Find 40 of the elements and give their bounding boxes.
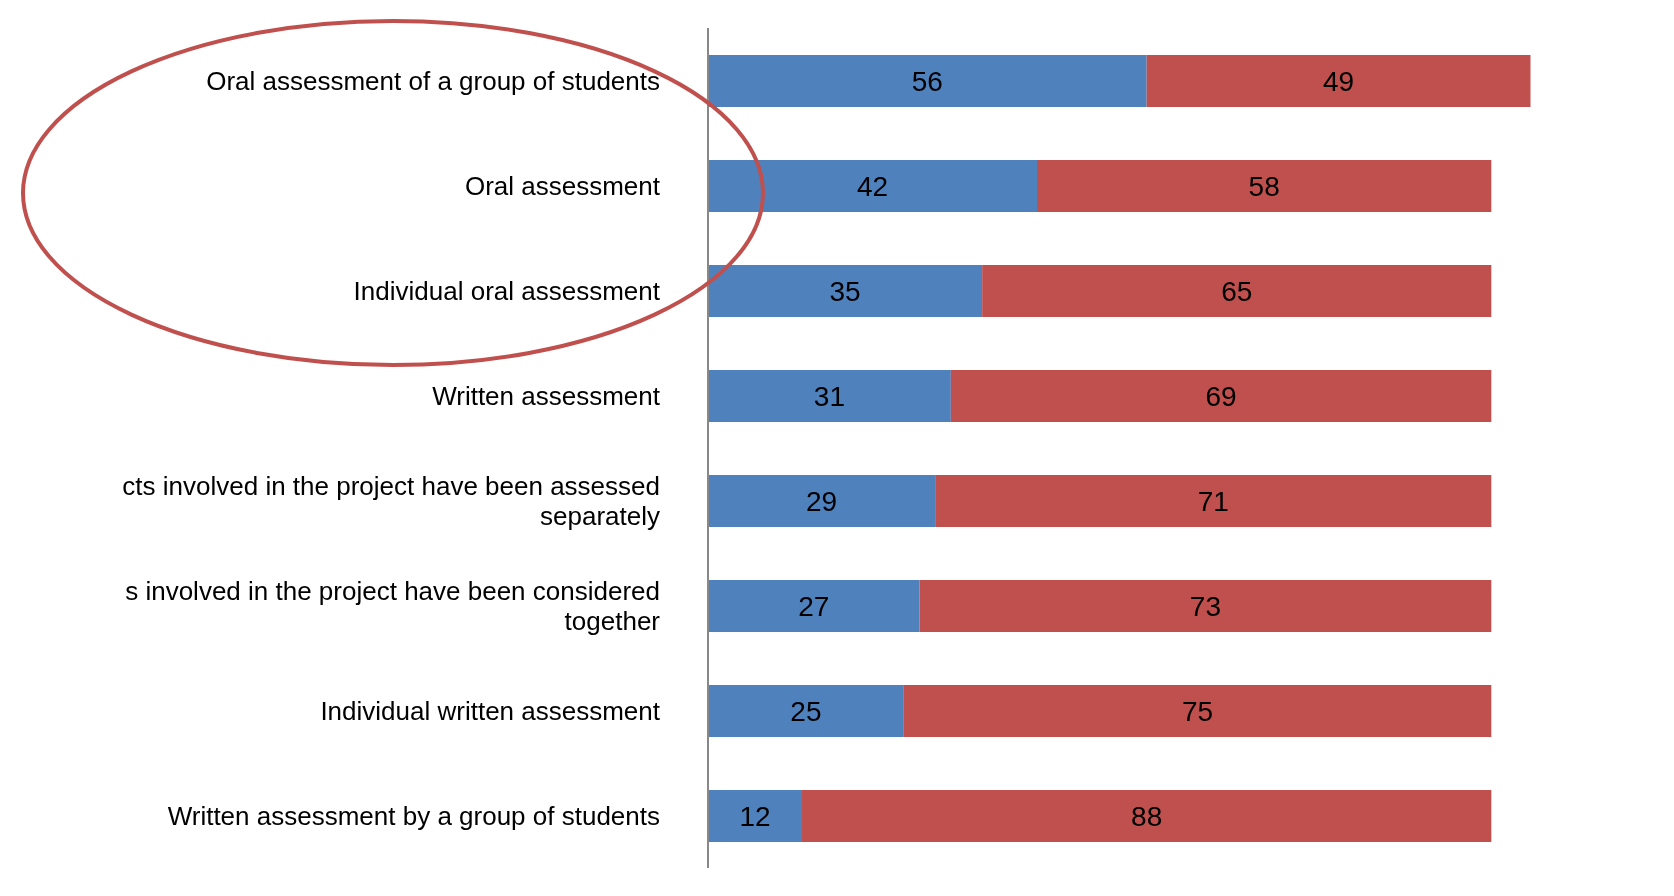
data-label: 35 xyxy=(829,275,861,307)
y-tick-label: Written assessment xyxy=(432,380,661,411)
bar xyxy=(708,790,802,842)
y-tick-label: s involved in the project have been considered together xyxy=(125,575,661,636)
bar xyxy=(708,370,951,422)
data-label: 49 xyxy=(1323,65,1355,97)
data-label: 27 xyxy=(798,590,830,622)
y-tick-label: Individual oral assessment xyxy=(353,275,661,306)
data-label: 31 xyxy=(813,380,845,412)
bar xyxy=(982,265,1492,317)
y-tick-label: Written assessment by a group of students xyxy=(167,800,660,831)
bar xyxy=(919,580,1492,632)
data-label: 56 xyxy=(911,65,943,97)
bar xyxy=(708,685,904,737)
data-label: 58 xyxy=(1248,170,1280,202)
bar xyxy=(1037,160,1492,212)
bar xyxy=(708,55,1147,107)
y-tick-label: Oral assessment of a group of students xyxy=(206,65,660,96)
data-label: 71 xyxy=(1197,485,1229,517)
bar xyxy=(935,475,1492,527)
data-label: 29 xyxy=(806,485,838,517)
bar xyxy=(802,790,1492,842)
bar xyxy=(708,475,936,527)
data-label: 12 xyxy=(739,800,771,832)
bar xyxy=(708,580,920,632)
data-label: 75 xyxy=(1182,695,1214,727)
data-label: 73 xyxy=(1189,590,1221,622)
data-label: 25 xyxy=(790,695,822,727)
bar xyxy=(950,370,1492,422)
bar xyxy=(903,685,1492,737)
data-label: 42 xyxy=(856,170,889,202)
bar xyxy=(708,265,983,317)
bar xyxy=(708,160,1037,212)
data-label: 69 xyxy=(1205,380,1237,412)
y-tick-label: cts involved in the project have been assessed separately xyxy=(122,470,660,531)
bar xyxy=(1146,55,1531,107)
y-tick-label: Individual written assessment xyxy=(320,695,661,726)
data-label: 88 xyxy=(1131,800,1163,832)
y-tick-label: Oral assessment xyxy=(464,170,661,201)
data-label: 65 xyxy=(1221,275,1253,307)
